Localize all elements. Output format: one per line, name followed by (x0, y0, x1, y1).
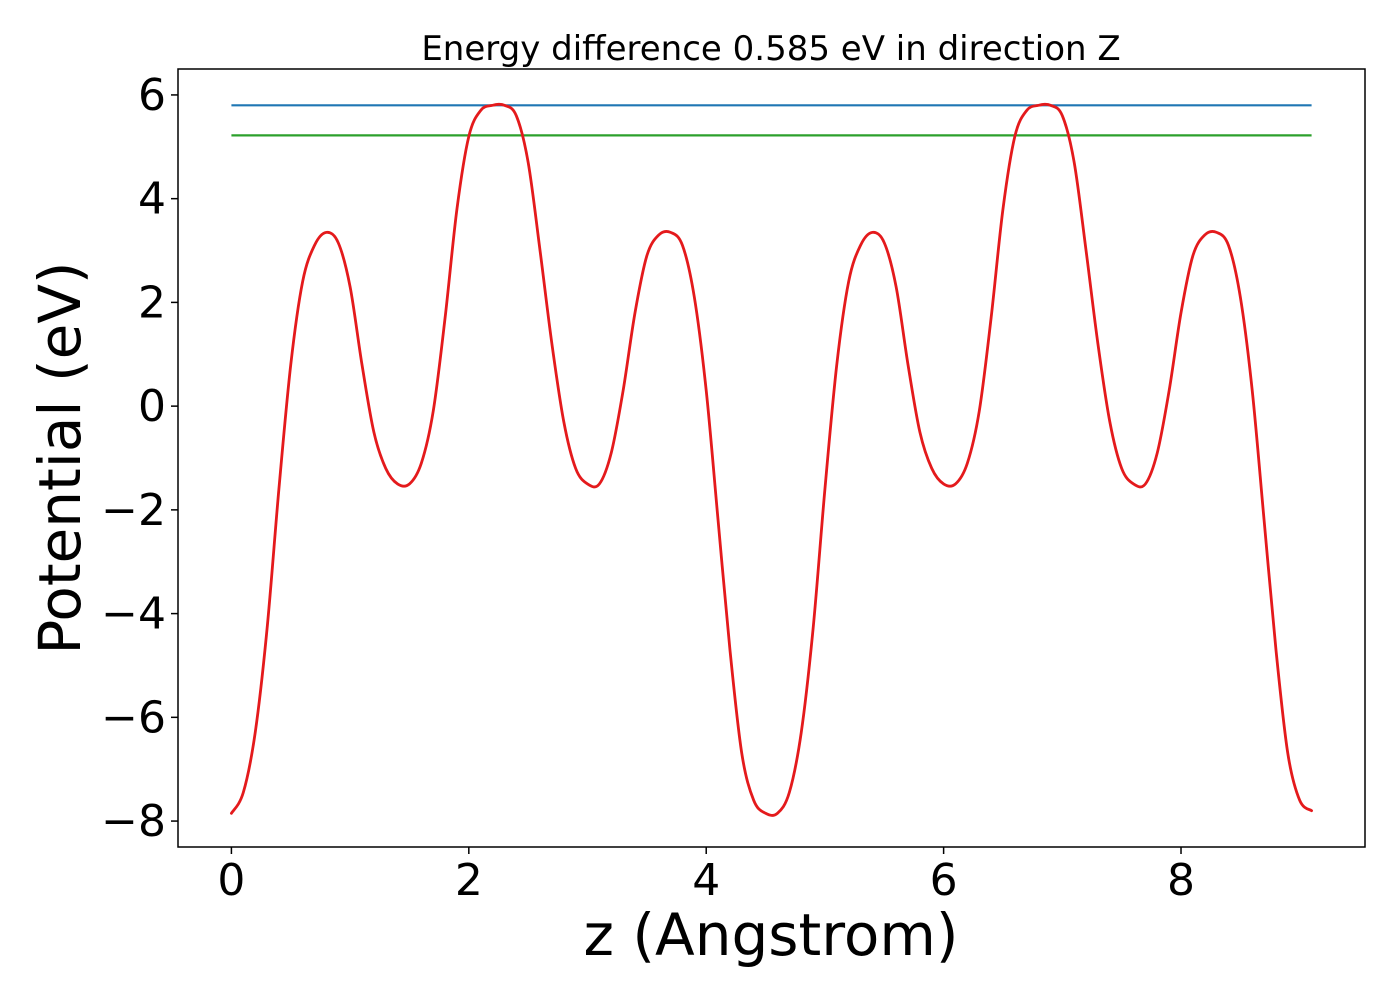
y-axis-ticks: 6 4 2 0 −2 −4 −6 −8 (101, 70, 178, 847)
chart-title: Energy difference 0.585 eV in direction … (421, 29, 1120, 69)
y-axis-label: Potential (eV) (26, 261, 94, 654)
reference-lines (231, 104, 1312, 137)
x-tick-label: 4 (692, 855, 720, 906)
x-axis-label: z (Angstrom) (584, 901, 959, 969)
potential-series (230, 102, 1313, 817)
plot-area-frame (177, 68, 1366, 848)
potential-curve-line (230, 102, 1313, 817)
x-tick-label: 6 (930, 855, 958, 906)
y-tick-label: 4 (138, 174, 166, 225)
x-axis-ticks: 0 2 4 6 8 (217, 847, 1195, 906)
y-tick-label: −4 (101, 589, 166, 640)
y-tick-label: 0 (138, 381, 166, 432)
y-tick-label: −6 (101, 692, 166, 743)
y-tick-label: 6 (138, 70, 166, 121)
x-tick-label: 0 (217, 855, 245, 906)
x-tick-label: 8 (1167, 855, 1195, 906)
y-tick-label: −2 (101, 485, 166, 536)
y-tick-label: 2 (138, 277, 166, 328)
x-tick-label: 2 (455, 855, 483, 906)
y-tick-label: −8 (101, 796, 166, 847)
